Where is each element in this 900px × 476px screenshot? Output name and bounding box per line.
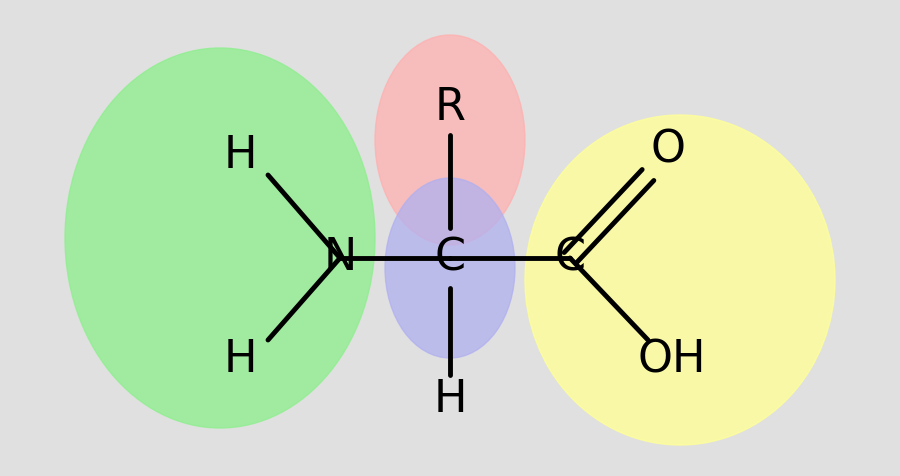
Text: H: H: [223, 133, 256, 177]
Ellipse shape: [375, 35, 525, 245]
Ellipse shape: [65, 48, 375, 428]
Text: C: C: [554, 237, 586, 279]
Text: OH: OH: [638, 338, 707, 381]
Text: H: H: [433, 378, 467, 422]
Text: C: C: [435, 237, 465, 279]
Text: H: H: [223, 338, 256, 381]
Ellipse shape: [525, 115, 835, 445]
Ellipse shape: [385, 178, 515, 358]
Text: N: N: [323, 237, 356, 279]
Text: R: R: [435, 87, 465, 129]
Text: O: O: [651, 129, 686, 171]
